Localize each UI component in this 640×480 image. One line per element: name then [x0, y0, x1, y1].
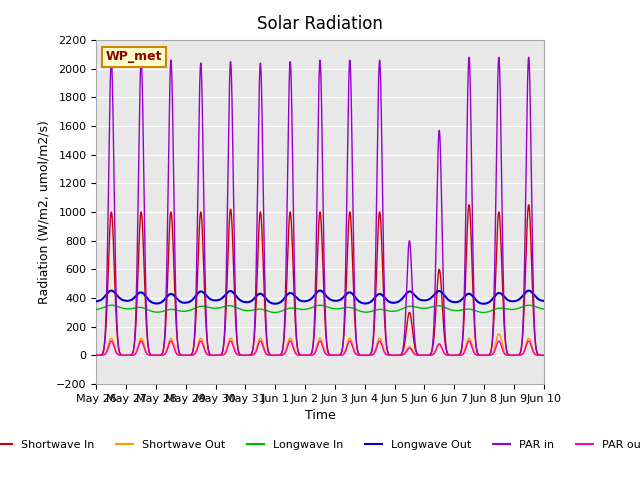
Y-axis label: Radiation (W/m2, umol/m2/s): Radiation (W/m2, umol/m2/s): [38, 120, 51, 304]
Legend: Shortwave In, Shortwave Out, Longwave In, Longwave Out, PAR in, PAR out: Shortwave In, Shortwave Out, Longwave In…: [0, 435, 640, 454]
Title: Solar Radiation: Solar Radiation: [257, 15, 383, 33]
X-axis label: Time: Time: [305, 409, 335, 422]
Text: WP_met: WP_met: [106, 50, 162, 63]
